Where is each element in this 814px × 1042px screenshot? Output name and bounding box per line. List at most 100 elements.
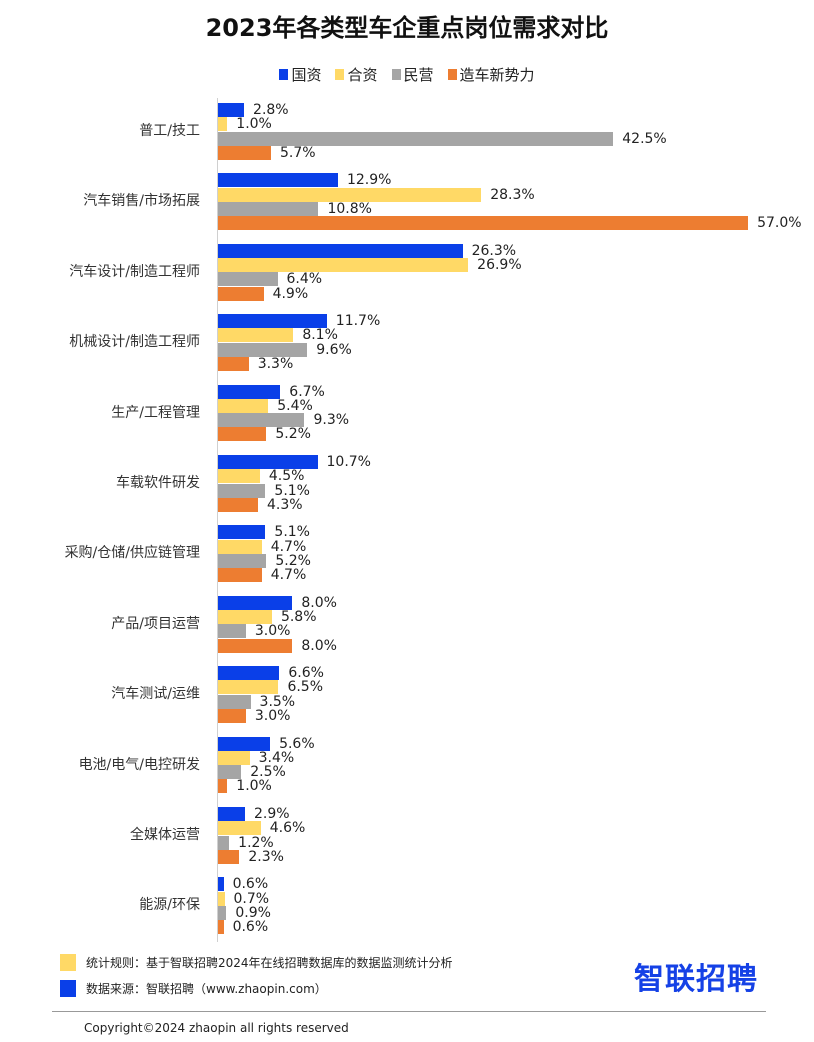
data-label: 8.1% [302,327,338,344]
bar-row: 5.8% [218,610,317,625]
bar [218,539,262,554]
bar-row: 8.0% [218,638,337,653]
category-label: 全媒体运营 [130,827,200,843]
blue-square-icon [60,980,76,997]
bar [218,821,261,836]
data-label: 4.5% [268,468,305,485]
footer-divider [52,1011,766,1012]
data-label: 5.7% [280,144,316,161]
data-label: 2.5% [250,764,286,781]
bar [218,216,749,231]
data-label: 6.6% [288,665,324,682]
data-label: 42.5% [622,130,667,147]
yellow-square-icon [60,954,76,971]
bar-row: 12.9% [218,172,392,189]
copyright-text: Copyright©2024 zhaopin all rights reserv… [84,1021,349,1035]
bar [218,877,224,892]
bar-row: 4.5% [218,468,305,485]
bar [218,525,266,540]
bar-row: 26.3% [218,242,517,259]
bar-row: 5.7% [218,144,316,161]
bar-row: 42.5% [218,130,667,147]
bar [218,413,305,428]
legend-swatch-icon [279,69,289,80]
bar-row: 6.6% [218,665,324,682]
bar-row: 3.0% [218,623,291,640]
chart-title: 2023年各类型车企重点岗位需求对比 [205,14,609,42]
bar-row: 2.3% [218,849,284,864]
legend-swatch-icon [391,69,401,80]
bar-row: 10.7% [218,455,371,469]
bar [218,243,463,258]
data-label: 6.7% [289,383,325,400]
bar-row: 9.3% [218,413,349,428]
bar [218,131,614,146]
bar [218,201,319,216]
data-label: 2.9% [253,806,290,822]
data-label: 0.9% [235,904,271,921]
bar [218,357,249,372]
data-label: 57.0% [757,215,802,232]
legend-label: 造车新势力 [459,66,535,84]
category-label: 汽车测试/运维 [111,686,200,703]
data-label: 4.6% [269,820,306,837]
bar-row: 1.2% [218,835,274,850]
data-label: 0.6% [232,876,269,893]
bar-row: 10.8% [218,201,372,216]
bar [218,173,338,188]
bar-row: 8.0% [218,595,337,610]
bar [218,286,264,301]
data-label: 3.4% [258,749,295,766]
legend-item-private: 民营 [391,64,434,85]
data-label: 3.3% [257,356,294,373]
data-label: 0.7% [233,890,270,907]
category-group: 汽车销售/市场拓展 12.9% 28.3% 10.8% 57.0% [0,172,814,232]
category-label: 汽车设计/制造工程师 [69,263,200,280]
category-group: 汽车设计/制造工程师 26.3% 26.9% 6.4% 4.9% [0,242,814,302]
bar-row: 0.6% [218,876,269,893]
bar [218,680,279,695]
bar-row: 5.1% [218,524,310,541]
data-label: 4.7% [270,567,307,584]
category-group: 普工/技工 2.8% 1.0% 42.5% 5.7% [0,103,814,160]
data-label: 5.1% [274,482,310,499]
category-label: 采购/仓储/供应链管理 [64,545,200,562]
data-label: 5.1% [274,524,310,541]
bar-row: 4.7% [218,539,306,554]
data-label: 0.6% [232,919,269,936]
bar-row: 3.3% [218,356,294,373]
category-label: 能源/环保 [139,897,200,914]
bar [218,398,269,413]
legend-item-state-owned: 国资 [279,64,321,85]
legend-label: 民营 [403,66,434,84]
bar [218,779,228,794]
data-label: 6.5% [287,679,324,696]
bar [218,694,251,709]
data-label: 12.9% [346,172,392,189]
bar-row: 57.0% [218,215,802,232]
bar-row: 2.8% [218,103,289,117]
bar-row: 0.7% [218,890,270,907]
data-label: 4.3% [266,496,303,513]
bar [218,328,294,343]
data-label: 2.8% [253,102,289,118]
data-label: 5.6% [279,735,315,752]
bar [218,187,482,202]
note-data-source: 数据来源：智联招聘（www.zhaopin.com） [60,980,453,997]
data-label: 4.9% [272,285,309,302]
bar [218,258,469,273]
data-label: 3.0% [254,623,291,640]
category-axis-line [217,98,218,942]
bar-row: 8.1% [218,327,338,344]
bar-row: 3.4% [218,749,295,766]
bar [218,920,224,935]
category-group: 汽车测试/运维 6.6% 6.5% 3.5% 3.0% [0,665,814,724]
footer-notes: 统计规则：基于智联招聘2024年在线招聘数据库的数据监测统计分析 数据来源：智联… [60,954,453,1006]
bar-row: 2.9% [218,807,290,821]
legend-label: 合资 [347,66,378,84]
category-label: 产品/项目运营 [111,615,200,632]
bar [218,638,293,653]
bar-row: 3.5% [218,694,295,709]
bar-row: 28.3% [218,187,535,202]
data-label: 26.3% [471,242,517,259]
